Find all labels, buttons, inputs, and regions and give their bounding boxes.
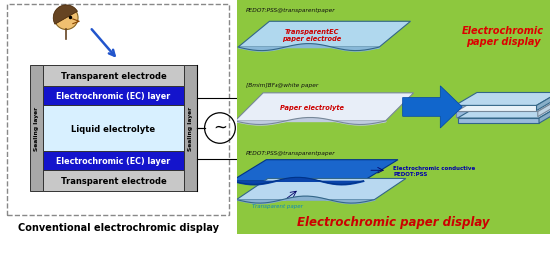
Text: Transparent paper: Transparent paper (252, 203, 303, 208)
Polygon shape (403, 86, 462, 129)
Polygon shape (455, 93, 550, 106)
Polygon shape (458, 119, 539, 124)
Polygon shape (455, 106, 536, 111)
Text: Paper electrolyte: Paper electrolyte (280, 104, 344, 110)
Bar (30, 66, 42, 192)
Text: Electrochromic (EC) layer: Electrochromic (EC) layer (57, 157, 170, 166)
Text: ~: ~ (213, 118, 227, 136)
Wedge shape (53, 6, 78, 25)
Polygon shape (238, 22, 410, 48)
Polygon shape (458, 106, 550, 119)
Bar (42, 105, 184, 152)
Polygon shape (236, 179, 406, 200)
Bar (184, 66, 197, 192)
Polygon shape (235, 93, 414, 121)
Polygon shape (538, 99, 550, 117)
Text: Electrochromic conductive
PEDOT:PSS: Electrochromic conductive PEDOT:PSS (393, 165, 476, 176)
Text: Transparent electrode: Transparent electrode (60, 71, 167, 81)
FancyBboxPatch shape (7, 5, 229, 215)
Bar (42, 66, 184, 86)
Text: Electrochromic (EC) layer: Electrochromic (EC) layer (57, 91, 170, 100)
Polygon shape (456, 99, 550, 112)
Text: Sealing layer: Sealing layer (34, 106, 38, 151)
Text: [Bmim]BF₄@white paper: [Bmim]BF₄@white paper (246, 83, 318, 87)
Polygon shape (536, 93, 550, 111)
Bar (42, 86, 184, 105)
Text: PEDOT:PSS@transparentpaper: PEDOT:PSS@transparentpaper (246, 8, 336, 13)
Bar (42, 152, 184, 171)
Text: Electrochromic
paper display: Electrochromic paper display (462, 26, 544, 47)
Text: Electrochromic paper display: Electrochromic paper display (297, 216, 490, 228)
Circle shape (54, 7, 78, 30)
Polygon shape (232, 160, 398, 181)
Polygon shape (539, 106, 550, 124)
Polygon shape (456, 112, 538, 117)
Text: Liquid electrolyte: Liquid electrolyte (72, 124, 156, 133)
Text: TransparentEC
paper electrode: TransparentEC paper electrode (282, 28, 342, 42)
Bar (42, 171, 184, 192)
Text: Sealing layer: Sealing layer (189, 106, 194, 151)
Text: PEDOT:PSS@transparentpaper: PEDOT:PSS@transparentpaper (246, 150, 336, 155)
Text: Conventional electrochromic display: Conventional electrochromic display (18, 222, 219, 232)
Text: Transparent electrode: Transparent electrode (60, 177, 167, 186)
